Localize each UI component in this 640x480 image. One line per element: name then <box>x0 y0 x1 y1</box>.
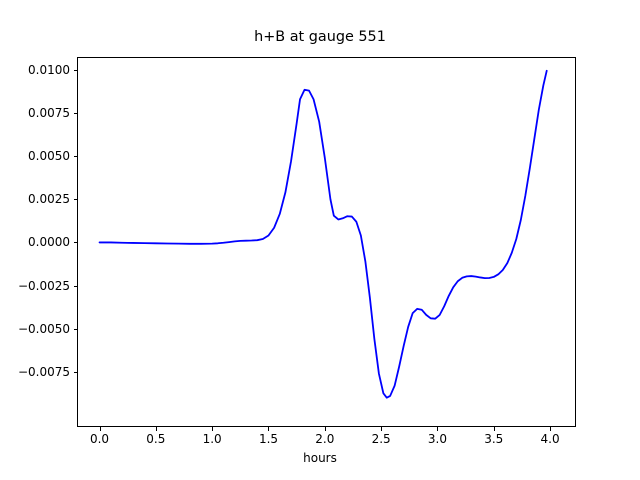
y-axis-tick-mark <box>73 156 78 158</box>
x-axis-tick-label: 3.5 <box>484 432 504 446</box>
y-axis-tick-mark <box>73 199 78 201</box>
y-axis-tick-label: −0.0050 <box>17 321 70 336</box>
y-axis-tick-label: 0.0100 <box>28 62 70 77</box>
y-axis-tick-label: −0.0075 <box>17 364 70 379</box>
x-axis-tick-label: 1.5 <box>258 432 279 446</box>
x-axis-tick-mark <box>324 426 326 431</box>
y-axis-tick-mark <box>73 69 78 71</box>
x-axis-tick-mark <box>550 426 552 431</box>
y-axis-tick-mark <box>73 285 78 287</box>
x-axis-tick-mark <box>493 426 495 431</box>
x-axis-tick-label: 0.5 <box>146 432 166 446</box>
x-axis-tick-label: 2.0 <box>315 432 335 446</box>
x-axis-tick-mark <box>212 426 214 431</box>
x-axis-tick-mark <box>268 426 270 431</box>
x-axis-tick-mark <box>437 426 439 431</box>
page-title: h+B at gauge 551 <box>254 29 386 45</box>
x-axis-tick-mark <box>99 426 101 431</box>
y-axis-tick-label: 0.0000 <box>28 235 70 250</box>
y-axis-tick-mark <box>73 328 78 330</box>
data-series-line <box>100 71 547 398</box>
y-axis-tick-mark <box>73 113 78 115</box>
x-axis-tick-mark <box>155 426 157 431</box>
y-axis-tick-mark <box>73 371 78 373</box>
y-axis-tick-mark <box>73 242 78 244</box>
x-axis-tick-label: 3.0 <box>427 432 447 446</box>
y-axis-tick-label: 0.0050 <box>28 149 70 164</box>
y-axis-tick-label: 0.0075 <box>28 106 70 121</box>
x-axis-tick-mark <box>381 426 383 431</box>
line-chart-canvas <box>77 57 576 427</box>
y-axis-tick-label: 0.0025 <box>28 192 70 207</box>
x-axis-tick-label: 0.0 <box>89 432 110 446</box>
x-axis-label: hours <box>303 451 337 465</box>
y-axis-tick-label: −0.0025 <box>17 278 70 293</box>
plot-axes-frame <box>77 57 576 427</box>
x-axis-tick-label: 1.0 <box>202 432 222 446</box>
x-axis-tick-label: 2.5 <box>371 432 391 446</box>
x-axis-tick-label: 4.0 <box>540 432 560 446</box>
